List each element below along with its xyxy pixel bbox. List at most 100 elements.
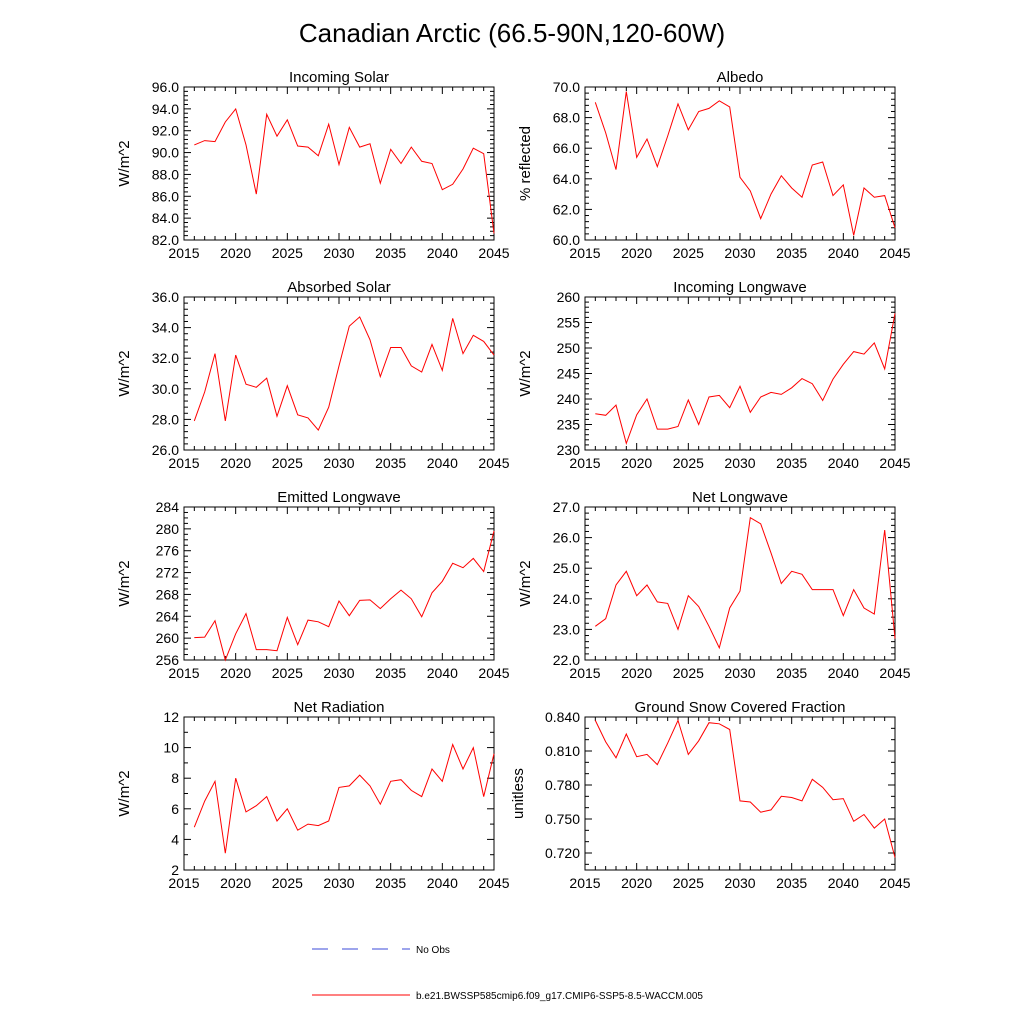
- y-tick-label: 276: [156, 543, 180, 559]
- y-tick-label: 68.0: [553, 110, 580, 126]
- plot-frame: [183, 296, 495, 451]
- y-tick-label: 6: [171, 801, 179, 817]
- y-tick-label: 0.810: [545, 743, 580, 759]
- plot-frame: [584, 86, 896, 241]
- panel-2: Absorbed Solar 2015 2020 2025 2030 2035 2040 20…: [116, 279, 510, 471]
- y-tick-label: 70.0: [553, 79, 580, 95]
- y-tick-label: 62.0: [553, 201, 580, 217]
- panel-1: Albedo 2015 2020 2025 2030 2035 2040 2045 60.0 62…: [517, 69, 911, 261]
- x-tick-label: 2025: [272, 455, 303, 471]
- panel-title: Emitted Longwave: [277, 489, 400, 506]
- y-tick-label: 8: [171, 770, 179, 786]
- x-tick-label: 2030: [323, 665, 354, 681]
- x-tick-label: 2035: [375, 875, 406, 891]
- x-tick-label: 2040: [828, 665, 859, 681]
- y-tick-label: 264: [156, 608, 180, 624]
- x-tick-label: 2015: [168, 245, 199, 261]
- x-tick-label: 2035: [776, 245, 807, 261]
- y-tick-label: 230: [557, 442, 581, 458]
- x-tick-label: 2045: [879, 875, 910, 891]
- y-tick-label: 26.0: [553, 530, 580, 546]
- x-tick-label: 2035: [776, 665, 807, 681]
- panel-4: Emitted Longwave 2015 2020 2025 2030 2035 2040…: [116, 489, 510, 681]
- y-tick-label: 280: [156, 521, 180, 537]
- x-tick-label: 2020: [220, 875, 251, 891]
- x-tick-label: 2025: [673, 245, 704, 261]
- y-axis-label: W/m^2: [116, 560, 133, 606]
- series-line: [594, 718, 896, 858]
- x-tick-label: 2045: [879, 665, 910, 681]
- plot-frame: [584, 296, 896, 451]
- y-tick-label: 88.0: [152, 166, 179, 182]
- x-tick-label: 2015: [168, 875, 199, 891]
- y-axis-label: unitless: [510, 768, 527, 819]
- main-title: Canadian Arctic (66.5-90N,120-60W): [299, 18, 725, 48]
- panel-3: Incoming Longwave 2015 2020 2025 2030 2035 204…: [517, 279, 911, 471]
- x-tick-label: 2025: [272, 245, 303, 261]
- panel-6: Net Radiation 2015 2020 2025 2030 2035 2040 204…: [116, 699, 510, 891]
- series-line: [194, 530, 495, 662]
- panel-title: Net Radiation: [294, 699, 385, 716]
- legend-model-label: b.e21.BWSSP585cmip6.f09_g17.CMIP6-SSP5-8…: [416, 991, 703, 1002]
- x-tick-label: 2020: [621, 875, 652, 891]
- x-tick-label: 2040: [427, 455, 458, 471]
- x-tick-label: 2040: [828, 455, 859, 471]
- y-tick-label: 96.0: [152, 79, 179, 95]
- y-tick-label: 36.0: [152, 289, 179, 305]
- x-tick-label: 2020: [220, 665, 251, 681]
- x-tick-label: 2015: [569, 245, 600, 261]
- y-tick-label: 94.0: [152, 101, 179, 117]
- x-tick-label: 2040: [427, 245, 458, 261]
- panel-title: Ground Snow Covered Fraction: [635, 699, 846, 716]
- y-tick-label: 32.0: [152, 350, 179, 366]
- x-tick-label: 2045: [478, 665, 509, 681]
- y-tick-label: 28.0: [152, 411, 179, 427]
- x-tick-label: 2015: [569, 455, 600, 471]
- x-tick-label: 2045: [879, 455, 910, 471]
- x-tick-label: 2020: [621, 455, 652, 471]
- x-tick-label: 2025: [272, 665, 303, 681]
- x-tick-label: 2030: [724, 665, 755, 681]
- x-tick-label: 2030: [323, 245, 354, 261]
- x-tick-label: 2030: [724, 455, 755, 471]
- y-tick-label: 272: [156, 565, 180, 581]
- plot-frame: [584, 716, 896, 871]
- plot-frame: [183, 506, 495, 661]
- x-tick-label: 2025: [272, 875, 303, 891]
- y-tick-label: 34.0: [152, 320, 179, 336]
- y-tick-label: 255: [557, 315, 581, 331]
- y-tick-label: 82.0: [152, 232, 179, 248]
- panel-5: Net Longwave 2015 2020 2025 2030 2035 2040 2045…: [517, 489, 911, 681]
- x-tick-label: 2025: [673, 875, 704, 891]
- x-tick-label: 2025: [673, 455, 704, 471]
- x-tick-label: 2045: [879, 245, 910, 261]
- y-tick-label: 245: [557, 366, 581, 382]
- legend-obs-label: No Obs: [416, 945, 450, 956]
- y-axis-label: W/m^2: [517, 350, 534, 396]
- y-tick-label: 12: [163, 709, 179, 725]
- x-tick-label: 2045: [478, 455, 509, 471]
- y-tick-label: 250: [557, 340, 581, 356]
- y-tick-label: 4: [171, 831, 179, 847]
- y-tick-label: 23.0: [553, 621, 580, 637]
- y-tick-label: 10: [163, 740, 179, 756]
- y-tick-label: 0.720: [545, 845, 580, 861]
- series-line: [594, 91, 896, 236]
- y-tick-label: 284: [156, 499, 180, 515]
- y-tick-label: 84.0: [152, 210, 179, 226]
- x-tick-label: 2020: [621, 665, 652, 681]
- x-tick-label: 2040: [828, 875, 859, 891]
- x-tick-label: 2030: [724, 875, 755, 891]
- x-tick-label: 2030: [323, 455, 354, 471]
- y-tick-label: 0.840: [545, 709, 580, 725]
- y-tick-label: 268: [156, 586, 180, 602]
- panel-title: Absorbed Solar: [287, 279, 390, 296]
- y-axis-label: % reflected: [517, 126, 534, 201]
- y-tick-label: 27.0: [553, 499, 580, 515]
- x-tick-label: 2045: [478, 245, 509, 261]
- y-axis-label: W/m^2: [116, 770, 133, 816]
- x-tick-label: 2015: [168, 455, 199, 471]
- y-tick-label: 240: [557, 391, 581, 407]
- series-line: [595, 516, 896, 650]
- y-tick-label: 92.0: [152, 123, 179, 139]
